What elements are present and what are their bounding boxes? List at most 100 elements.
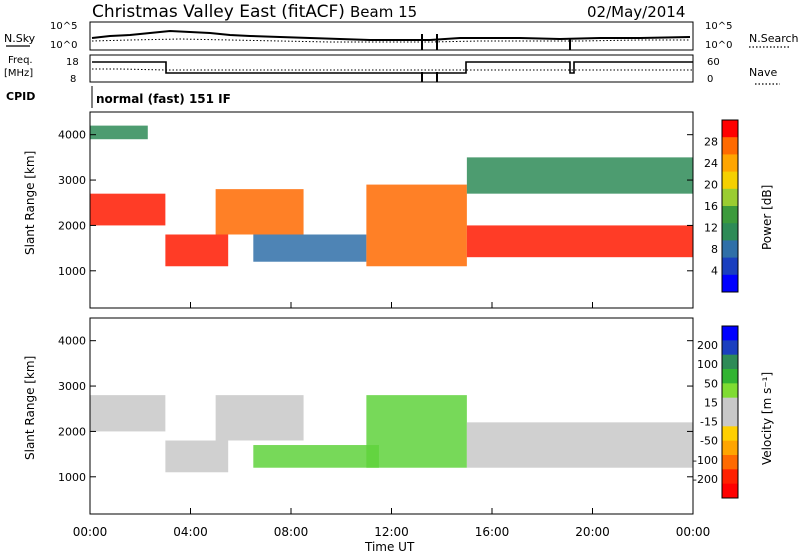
noise-right-tick-bottom: 10^0 bbox=[705, 40, 732, 51]
noise-left-tick-top: 10^5 bbox=[50, 21, 77, 32]
colorbar-tick-label: -100 bbox=[693, 454, 718, 467]
noise-strip: N.Sky N.Search 10^5 10^0 10^5 10^0 bbox=[4, 21, 799, 51]
power-colorbar-label: Power [dB] bbox=[760, 185, 774, 250]
x-tick-label: 16:00 bbox=[475, 525, 510, 539]
noise-sky-line bbox=[91, 29, 691, 41]
colorbar-swatch bbox=[722, 188, 738, 207]
scatter-region-green-patch bbox=[253, 445, 379, 468]
colorbar-swatch bbox=[722, 171, 738, 190]
station-title: Christmas Valley East (fitACF) bbox=[92, 2, 345, 22]
x-tick-label: 20:00 bbox=[575, 525, 610, 539]
beam-label: Beam 15 bbox=[350, 3, 417, 21]
colorbar-swatch bbox=[722, 137, 738, 155]
colorbar-swatch bbox=[722, 455, 738, 470]
freq-left-tick-top: 18 bbox=[66, 57, 79, 68]
freq-left-tick-bottom: 8 bbox=[70, 74, 76, 85]
y-tick-label: 2000 bbox=[58, 219, 86, 232]
colorbar-tick-label: 200 bbox=[697, 339, 718, 352]
x-tick-label: 00:00 bbox=[73, 525, 108, 539]
colorbar-swatch bbox=[722, 440, 738, 456]
colorbar-swatch bbox=[722, 354, 738, 370]
power-y-axis: 1000 2000 3000 4000 bbox=[58, 129, 693, 278]
colorbar-tick-label: 16 bbox=[704, 200, 718, 213]
colorbar-swatch bbox=[722, 154, 738, 173]
velocity-features bbox=[90, 395, 693, 473]
x-tick-label: 08:00 bbox=[274, 525, 309, 539]
velocity-panel: 1000 2000 3000 4000 Slant Range [km] 200 100… bbox=[23, 317, 774, 515]
colorbar-swatch bbox=[722, 206, 738, 224]
nave-label: Nave bbox=[749, 66, 777, 79]
scatter-region-dip-band bbox=[165, 234, 229, 267]
noise-strip-frame bbox=[89, 21, 694, 51]
date-label: 02/May/2014 bbox=[587, 3, 685, 21]
colorbar-tick-label: 4 bbox=[711, 265, 718, 278]
colorbar-swatch bbox=[722, 120, 738, 138]
x-tick-label: 12:00 bbox=[374, 525, 409, 539]
colorbar-swatch bbox=[722, 397, 738, 413]
colorbar-frame bbox=[721, 325, 739, 499]
scatter-region-descending-band bbox=[366, 184, 467, 267]
noise-search-line bbox=[91, 38, 690, 43]
y-tick-label: 2000 bbox=[58, 425, 86, 438]
freq-strip: Freq. [MHz] Nave 18 8 60 0 bbox=[4, 54, 780, 85]
colorbar-tick-label: 15 bbox=[704, 396, 718, 409]
colorbar-tick-label: 12 bbox=[704, 222, 718, 235]
y-tick-label: 3000 bbox=[58, 380, 86, 393]
colorbar-frame bbox=[721, 119, 739, 293]
cpid-label: CPID bbox=[6, 90, 35, 103]
scatter-region-upper-morning bbox=[90, 125, 148, 140]
colorbar-tick-label: -50 bbox=[700, 435, 718, 448]
freq-label-1: Freq. bbox=[8, 55, 33, 66]
cpid-value: normal (fast) 151 IF bbox=[96, 92, 231, 106]
power-features bbox=[90, 125, 693, 267]
power-colorbar: 28 24 20 16 12 8 4 bbox=[704, 119, 739, 293]
x-axis-label: Time UT bbox=[364, 540, 415, 554]
noise-left-tick-bottom: 10^0 bbox=[50, 40, 77, 51]
scatter-region-mid-patch bbox=[253, 234, 367, 262]
velocity-ylabel: Slant Range [km] bbox=[23, 356, 37, 460]
time-axis: 00:00 04:00 08:00 12:00 16:00 20:00 00:00 bbox=[73, 302, 711, 539]
colorbar-swatch bbox=[722, 369, 738, 384]
colorbar-swatch bbox=[722, 469, 738, 485]
colorbar-tick-label: 100 bbox=[697, 358, 718, 371]
colorbar-tick-label: 50 bbox=[704, 377, 718, 390]
colorbar-tick-label: 8 bbox=[711, 243, 718, 256]
y-tick-label: 1000 bbox=[58, 471, 86, 484]
scatter-region-afternoon-band bbox=[466, 225, 693, 258]
x-tick-label: 04:00 bbox=[173, 525, 208, 539]
noise-left-label: N.Sky bbox=[4, 32, 36, 45]
freq-line bbox=[92, 61, 693, 74]
velocity-colorbar-label: Velocity [m s⁻¹] bbox=[760, 372, 774, 465]
freq-right-tick-bottom: 0 bbox=[707, 74, 713, 85]
scatter-region-ground-scatter-morning bbox=[90, 395, 166, 432]
colorbar-tick-label: -15 bbox=[700, 416, 718, 429]
y-tick-label: 1000 bbox=[58, 265, 86, 278]
colorbar-tick-label: -200 bbox=[693, 473, 718, 486]
y-tick-label: 4000 bbox=[58, 129, 86, 142]
noise-right-label: N.Search bbox=[749, 32, 799, 45]
colorbar-swatch bbox=[722, 257, 738, 276]
colorbar-tick-label: 20 bbox=[704, 179, 718, 192]
colorbar-swatch bbox=[722, 483, 738, 499]
scatter-region-ground-scatter-afternoon bbox=[466, 422, 693, 468]
velocity-y-axis: 1000 2000 3000 4000 bbox=[58, 335, 693, 484]
power-ylabel: Slant Range [km] bbox=[23, 151, 37, 255]
colorbar-swatch bbox=[722, 426, 738, 442]
scatter-region-morning-band bbox=[90, 193, 166, 226]
noise-right-tick-top: 10^5 bbox=[705, 21, 732, 32]
freq-strip-frame bbox=[89, 54, 694, 83]
colorbar-tick-label: 28 bbox=[704, 136, 718, 149]
scatter-region-ground-scatter-rise bbox=[215, 395, 304, 441]
y-tick-label: 4000 bbox=[58, 335, 86, 348]
power-panel: 1000 2000 3000 4000 Slant Range [km] 28 24 20… bbox=[23, 111, 774, 309]
scatter-region-ground-scatter-dip bbox=[165, 440, 229, 473]
freq-right-tick-top: 60 bbox=[707, 57, 720, 68]
colorbar-swatch bbox=[722, 274, 738, 293]
colorbar-swatch bbox=[722, 223, 738, 241]
colorbar-swatch bbox=[722, 240, 738, 259]
freq-label-2: [MHz] bbox=[4, 68, 33, 79]
x-tick-label: 00:00 bbox=[676, 525, 711, 539]
colorbar-swatch bbox=[722, 412, 738, 427]
colorbar-swatch bbox=[722, 340, 738, 356]
scatter-region-green-descending bbox=[366, 395, 467, 468]
